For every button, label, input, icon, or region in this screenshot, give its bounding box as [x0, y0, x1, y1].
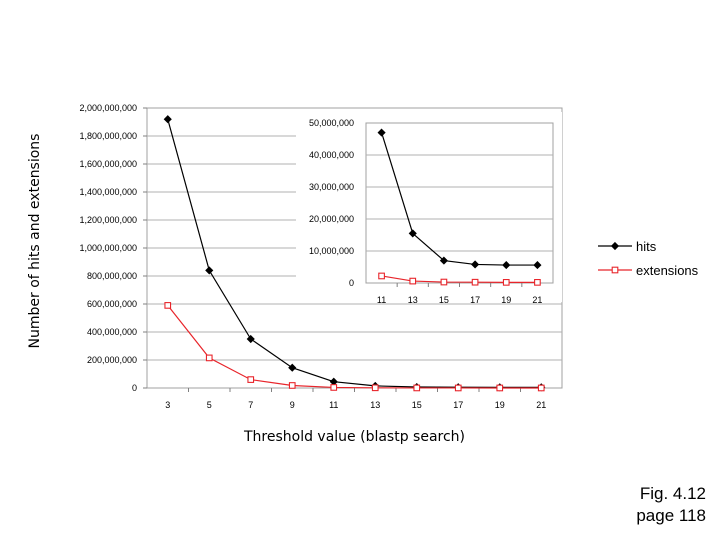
inset-x-tick-label: 13: [408, 295, 418, 305]
inset-point-hits: [439, 256, 448, 265]
inset-point-hits: [408, 229, 417, 238]
main-x-tick-label: 17: [453, 400, 463, 410]
main-y-tick-label: 800,000,000: [87, 271, 137, 281]
inset-x-tick-label: 17: [470, 295, 480, 305]
main-y-tick-label: 200,000,000: [87, 355, 137, 365]
main-point-hits: [205, 266, 214, 275]
main-y-tick-label: 600,000,000: [87, 299, 137, 309]
main-series-line-extensions: [167, 305, 542, 389]
legend-marker-hits: [610, 241, 620, 251]
inset-point-hits: [502, 261, 511, 270]
inset-point-extensions: [409, 277, 417, 285]
inset-point-hits: [533, 261, 542, 270]
main-point-extensions: [413, 384, 421, 392]
main-point-hits: [246, 334, 255, 344]
main-y-tick-label: 1,800,000,000: [79, 131, 137, 141]
legend-label-extensions: extensions: [636, 263, 699, 278]
main-x-tick-label: 15: [412, 400, 422, 410]
main-y-tick-label: 400,000,000: [87, 327, 137, 337]
main-point-hits: [163, 115, 172, 124]
inset-x-tick-label: 19: [501, 295, 511, 305]
inset-point-hits: [377, 128, 386, 137]
inset-y-tick-label: 50,000,000: [309, 118, 354, 128]
inset-y-tick-label: 0: [349, 278, 354, 288]
main-point-extensions: [496, 384, 504, 392]
inset-y-tick-label: 40,000,000: [309, 150, 354, 160]
y-axis-title: Number of hits and extensions: [27, 134, 43, 349]
main-point-extensions: [247, 376, 255, 383]
main-y-tick-label: 1,200,000,000: [79, 215, 137, 225]
inset-x-tick-label: 15: [439, 295, 449, 305]
inset-series-line-extensions: [381, 275, 538, 283]
main-y-tick-label: 1,000,000,000: [79, 243, 137, 253]
inset-point-extensions: [502, 279, 510, 286]
main-y-tick-label: 0: [132, 383, 137, 393]
legend: hits extensions: [598, 239, 699, 278]
main-x-tick-label: 3: [165, 400, 170, 410]
inset-series-line-hits: [381, 132, 538, 266]
inset-point-extensions: [534, 279, 541, 286]
main-point-extensions: [164, 302, 172, 309]
main-y-tick-label: 1,400,000,000: [79, 187, 137, 197]
inset-point-extensions: [378, 272, 385, 280]
inset-point-extensions: [440, 278, 448, 286]
main-point-hits: [288, 363, 297, 372]
main-point-extensions: [288, 382, 296, 389]
main-x-tick-label: 5: [207, 400, 212, 410]
inset-y-tick-label: 30,000,000: [309, 182, 354, 192]
main-x-tick-label: 13: [370, 400, 380, 410]
main-point-extensions: [371, 384, 379, 392]
main-point-extensions: [205, 354, 213, 362]
inset-x-tick-label: 11: [377, 295, 386, 305]
caption-page-number: page 118: [636, 506, 706, 525]
main-y-tick-label: 1,600,000,000: [79, 159, 137, 169]
inset-point-hits: [471, 260, 480, 269]
main-x-tick-label: 19: [495, 400, 505, 410]
caption-figure-number: Fig. 4.12: [639, 484, 706, 503]
legend-label-hits: hits: [636, 239, 657, 254]
inset-x-tick-label: 21: [532, 295, 542, 305]
legend-marker-extensions: [611, 266, 619, 274]
main-y-tick-label: 2,000,000,000: [79, 103, 137, 113]
main-x-tick-label: 9: [290, 400, 295, 410]
inset-y-tick-label: 20,000,000: [309, 214, 354, 224]
inset-point-extensions: [471, 278, 479, 286]
main-x-tick-label: 7: [248, 400, 253, 410]
main-point-extensions: [330, 384, 338, 391]
main-point-extensions: [537, 384, 545, 392]
main-x-tick-label: 11: [329, 400, 338, 410]
figure-caption: Fig. 4.12 page 118: [636, 483, 706, 527]
inset-y-tick-label: 10,000,000: [309, 246, 354, 256]
inset-plot-area: [365, 122, 554, 284]
x-axis-title: Threshold value (blastp search): [243, 429, 465, 445]
main-point-extensions: [454, 384, 462, 392]
main-x-tick-label: 21: [536, 400, 546, 410]
inset-chart: 0 10,000,000 20,000,000 30,000,000 40,000,00…: [296, 112, 562, 305]
main-series-line-hits: [167, 119, 542, 388]
